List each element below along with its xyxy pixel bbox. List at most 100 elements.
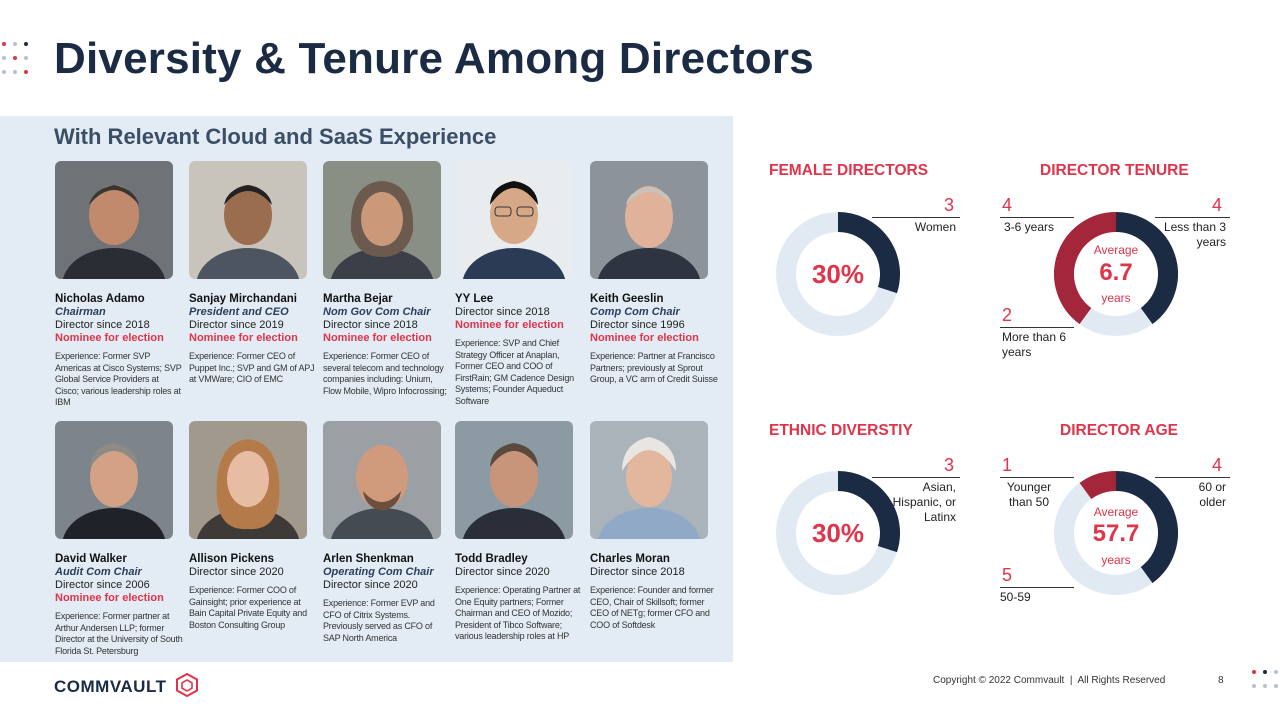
director-photo	[323, 421, 441, 539]
logo-text: COMMVAULT	[54, 677, 167, 696]
director-card: Martha Bejar Nom Gov Com Chair Director …	[323, 161, 451, 397]
nominee-label: Nominee for election	[55, 332, 164, 344]
decorative-dots-bottom	[1250, 670, 1280, 696]
age-segment-50-59	[1054, 482, 1153, 595]
age-leader-younger-than-50	[1000, 477, 1074, 478]
director-experience: Experience: SVP and Chief Strategy Offic…	[455, 338, 574, 406]
age-average-label: Average	[1093, 505, 1139, 519]
director-role: Comp Com Chair	[590, 306, 680, 318]
tenure-label-3-6: 3-6 years	[1004, 220, 1055, 234]
director-card: YY Lee Director since 2018 Nominee for e…	[455, 161, 583, 407]
director-experience: Experience: Partner at Francisco Partner…	[590, 351, 718, 384]
ethnic-count: 3	[944, 455, 955, 475]
director-name: Keith Geeslin	[590, 293, 664, 305]
director-since: Director since 2018	[590, 566, 685, 578]
age-leader-60-or-older	[1155, 477, 1230, 478]
tenure-average-label: Average	[1093, 243, 1139, 257]
age-label-60-or-older: 60 or older	[1198, 480, 1226, 509]
director-experience: Experience: Former CEO of several teleco…	[323, 351, 447, 396]
director-name: Arlen Shenkman	[323, 553, 414, 565]
ethnic-leader-line	[872, 477, 960, 478]
tenure-count-3-6: 4	[1002, 195, 1013, 215]
tenure-leader-less-than-3	[1155, 217, 1230, 218]
director-role: Nom Gov Com Chair	[323, 306, 431, 318]
director-since: Director since 2006	[55, 579, 150, 591]
nominee-label: Nominee for election	[189, 332, 298, 344]
director-photo	[189, 421, 307, 539]
director-card: Allison Pickens Director since 2020 Expe…	[189, 421, 317, 631]
director-tenure-title: DIRECTOR TENURE	[1040, 162, 1189, 179]
tenure-average-unit: years	[1101, 291, 1131, 305]
tenure-segment-more-than-6	[1079, 307, 1153, 336]
director-photo	[590, 161, 708, 279]
director-name: Sanjay Mirchandani	[189, 293, 298, 305]
director-experience: Experience: Former partner at Arthur And…	[55, 611, 183, 656]
director-role: Operating Com Chair	[323, 566, 434, 578]
director-since: Director since 2020	[189, 566, 284, 578]
director-card: Charles Moran Director since 2018 Experi…	[590, 421, 718, 631]
age-segment-younger-than-50	[1079, 471, 1117, 500]
director-card: David Walker Audit Com Chair Director si…	[55, 421, 183, 657]
ethnic-diversity-donut	[776, 471, 900, 595]
copyright-text: Copyright © 2022 Commvault | All Rights …	[933, 675, 1166, 686]
director-card: Arlen Shenkman Operating Com Chair Direc…	[323, 421, 451, 644]
director-experience: Experience: Operating Partner at One Equ…	[455, 585, 581, 641]
director-experience: Experience: Former EVP and CFO of Citrix…	[323, 598, 435, 643]
director-age-donut	[1054, 471, 1178, 595]
director-card: Nicholas Adamo Chairman Director since 2…	[55, 161, 183, 409]
female-label: Women	[914, 220, 956, 234]
age-count-younger-than-50: 1	[1002, 455, 1013, 475]
director-experience: Experience: Former COO of Gainsight; pri…	[189, 585, 307, 630]
ethnic-label: Asian, Hispanic, or Latinx	[892, 480, 956, 524]
director-experience: Experience: Former SVP Americas at Cisco…	[55, 351, 182, 407]
tenure-count-less-than-3: 4	[1212, 195, 1223, 215]
tenure-count-more-than-6: 2	[1002, 305, 1013, 325]
director-since: Director since 2020	[323, 579, 418, 591]
ethnic-diversity-title: ETHNIC DIVERSTIY	[769, 422, 913, 439]
age-segment-60-or-older	[1115, 471, 1178, 584]
director-photo	[189, 161, 307, 279]
director-since: Director since 2019	[189, 319, 284, 331]
female-count: 3	[944, 195, 955, 215]
panel-title: With Relevant Cloud and SaaS Experience	[54, 124, 497, 149]
director-name: Charles Moran	[590, 553, 670, 565]
female-directors-donut	[776, 212, 900, 336]
nominee-label: Nominee for election	[590, 332, 699, 344]
director-name: Allison Pickens	[189, 553, 275, 565]
commvault-logo: COMMVAULT	[54, 672, 198, 698]
tenure-leader-3-6	[1000, 217, 1074, 218]
age-count-50-59: 5	[1002, 565, 1013, 585]
director-experience: Experience: Former CEO of Puppet Inc.; S…	[189, 351, 315, 384]
director-photo	[55, 161, 173, 279]
nominee-label: Nominee for election	[455, 319, 564, 331]
ethnic-percent: 30%	[811, 518, 865, 548]
director-since: Director since 2018	[455, 306, 550, 318]
director-name: David Walker	[55, 553, 127, 565]
tenure-segment-3-6	[1054, 212, 1117, 325]
director-card: Todd Bradley Director since 2020 Experie…	[455, 421, 583, 643]
director-name: Martha Bejar	[323, 293, 393, 305]
director-experience: Experience: Founder and former CEO, Chai…	[590, 585, 714, 630]
female-donut-segment	[837, 212, 900, 294]
age-count-60-or-older: 4	[1212, 455, 1223, 475]
director-role: President and CEO	[189, 306, 289, 318]
tenure-leader-more-than-6	[1000, 327, 1074, 328]
female-directors-title: FEMALE DIRECTORS	[769, 162, 929, 179]
director-name: Nicholas Adamo	[55, 293, 145, 305]
director-name: YY Lee	[455, 293, 494, 305]
age-label-50-59: 50-59	[1000, 590, 1031, 604]
female-percent: 30%	[811, 259, 865, 289]
director-since: Director since 2018	[323, 319, 418, 331]
director-role: Chairman	[55, 306, 106, 318]
age-average-value: 57.7	[1092, 520, 1140, 547]
director-photo	[323, 161, 441, 279]
director-card: Keith Geeslin Comp Com Chair Director si…	[590, 161, 718, 386]
director-photo	[455, 421, 573, 539]
director-role: Audit Com Chair	[55, 566, 142, 578]
ethnic-donut-segment	[837, 471, 900, 553]
nominee-label: Nominee for election	[323, 332, 432, 344]
age-leader-50-59	[1000, 587, 1074, 588]
director-since: Director since 2020	[455, 566, 550, 578]
age-label-younger-than-50: Younger than 50	[1006, 480, 1052, 509]
nominee-label: Nominee for election	[55, 592, 164, 604]
